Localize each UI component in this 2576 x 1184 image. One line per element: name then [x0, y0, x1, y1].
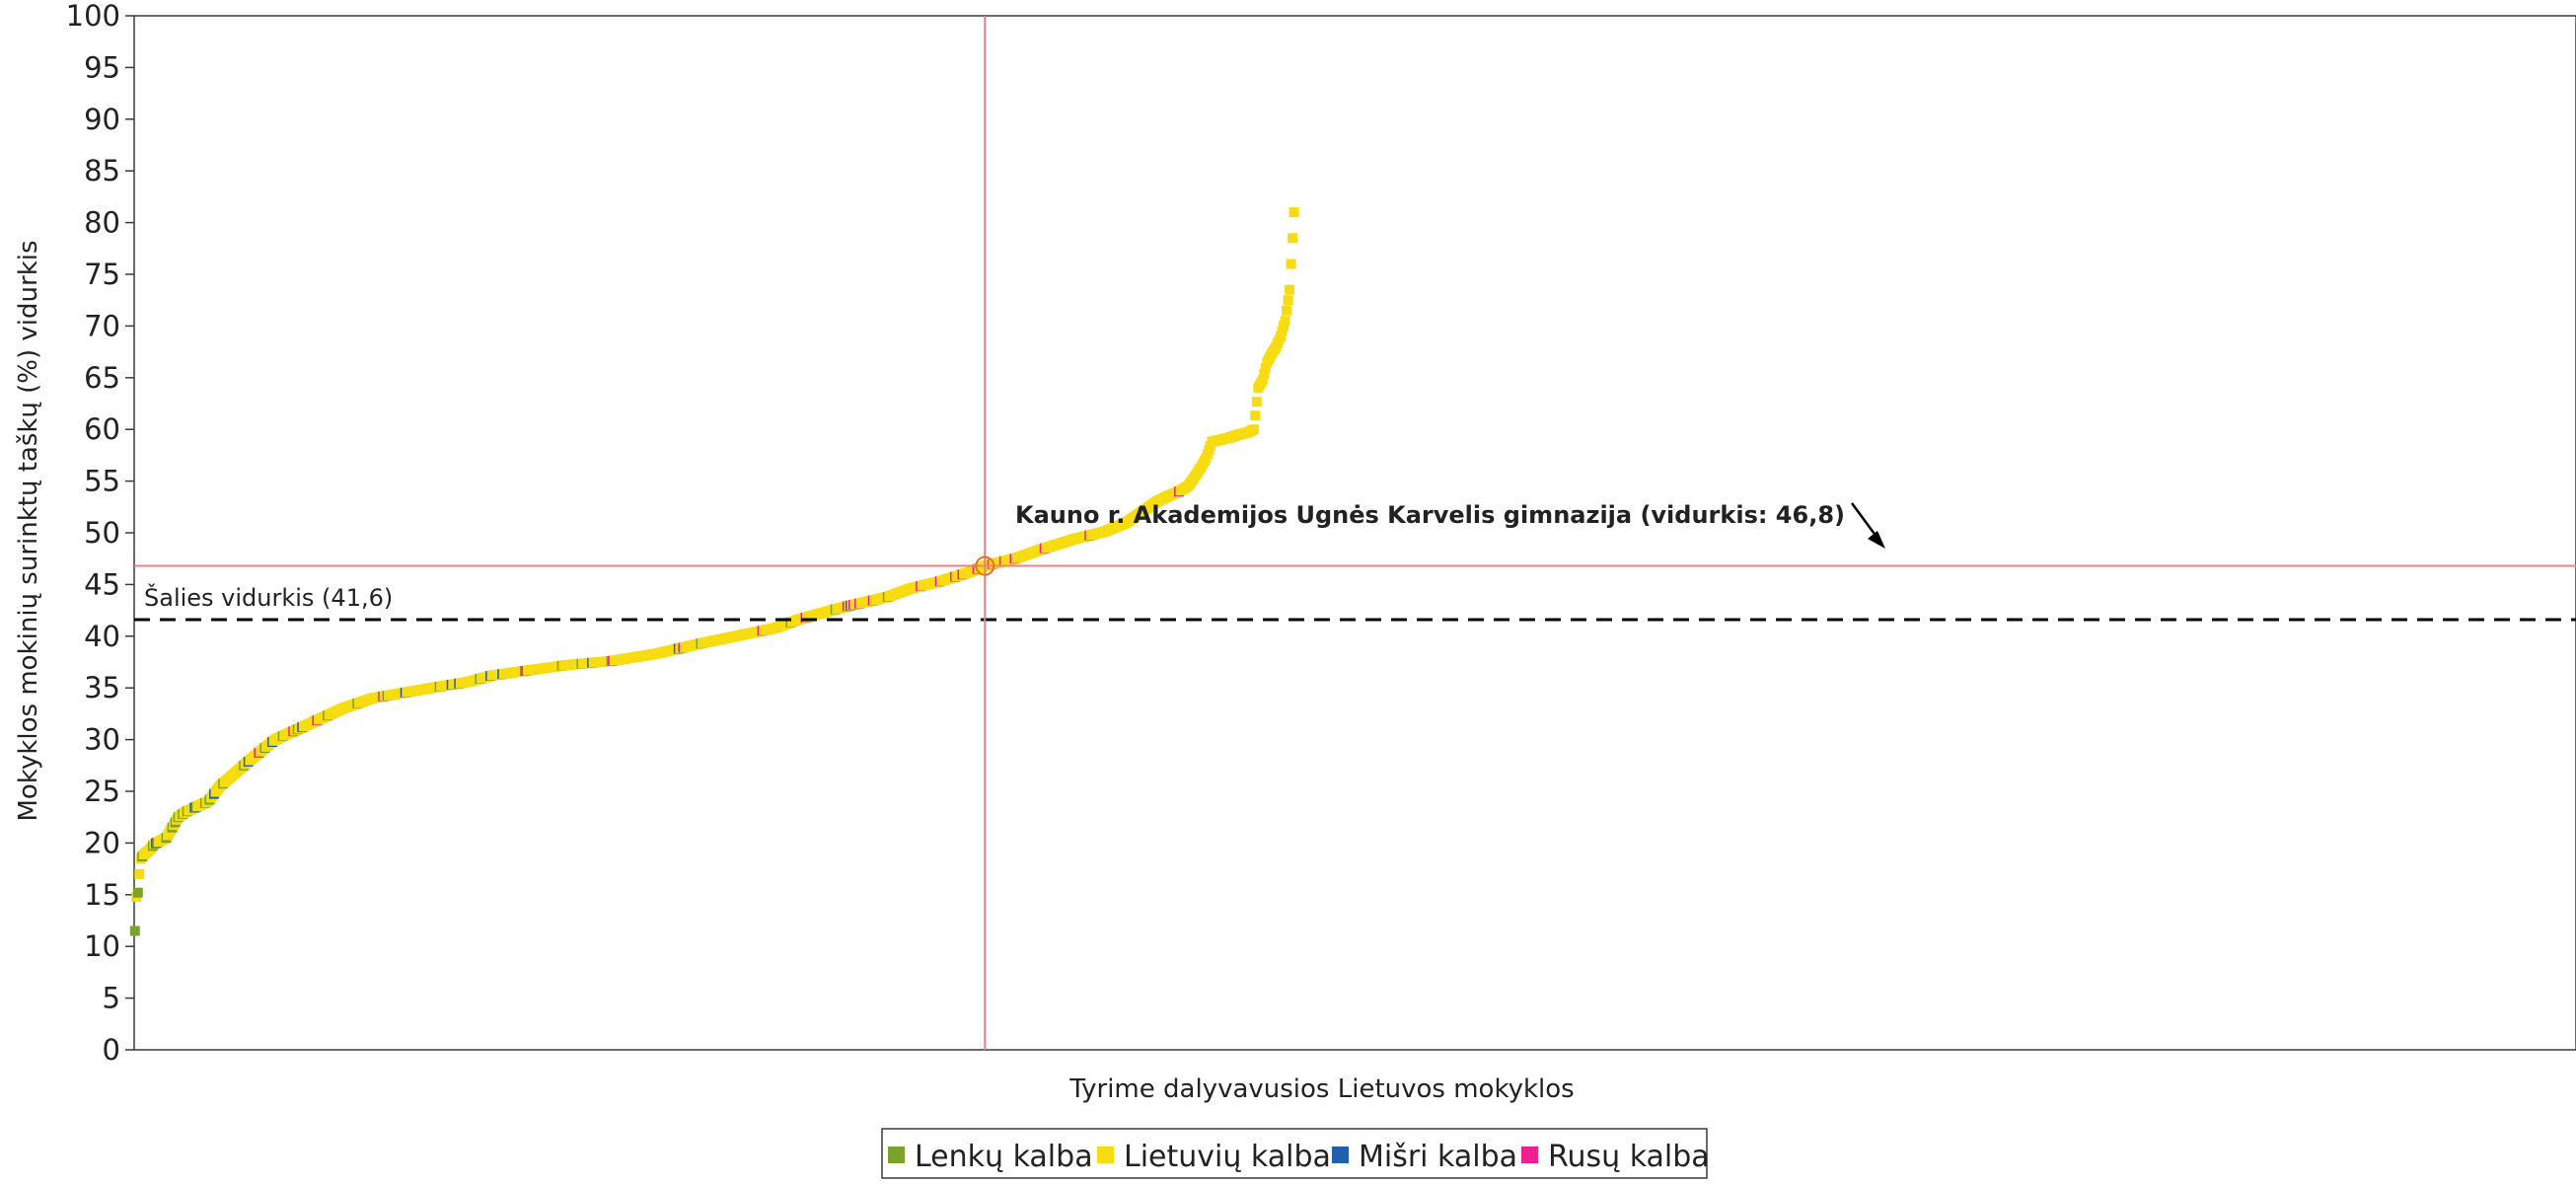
data-point	[1282, 305, 1292, 316]
school-marker	[975, 555, 995, 576]
y-tick-label: 65	[84, 361, 120, 395]
y-tick-label: 0	[103, 1033, 120, 1067]
y-axis-title: Mokyklos mokinių surinktų taškų (%) vidu…	[14, 240, 43, 821]
data-point	[1280, 316, 1290, 327]
data-point	[1288, 233, 1298, 244]
pointer-arrowhead	[1868, 531, 1885, 549]
data-point	[1286, 259, 1296, 269]
legend-swatch	[1097, 1147, 1114, 1163]
y-tick-label: 10	[84, 929, 120, 963]
legend-label: Lietuvių kalba	[1124, 1140, 1331, 1174]
legend-label: Mišri kalba	[1359, 1140, 1517, 1174]
y-tick-label: 75	[84, 258, 120, 291]
y-tick-label: 85	[84, 154, 120, 187]
y-tick-label: 95	[84, 50, 120, 84]
y-tick-label: 50	[84, 516, 120, 550]
plot-frame	[133, 15, 2576, 1051]
x-axis-title: Tyrime dalyvavusios Lietuvos mokyklos	[1068, 1074, 1574, 1104]
data-point	[1250, 410, 1261, 421]
y-tick-label: 30	[84, 723, 120, 757]
legend: Lenkų kalba Lietuvių kalba Mišri kalba Rusų…	[881, 1128, 1710, 1179]
legend-swatch	[888, 1147, 905, 1163]
data-point	[1260, 363, 1271, 374]
data-point	[1257, 374, 1268, 385]
y-tick-label: 70	[84, 309, 120, 342]
legend-swatch	[1521, 1147, 1538, 1163]
data-point	[1248, 424, 1259, 435]
y-tick-label: 55	[84, 465, 120, 498]
y-tick-label: 25	[84, 775, 120, 808]
axes: 0 5 10 15 20 25 30 35 40 45 50 55 60 65 70 75 80 85 90 95 10…	[66, 0, 2576, 1067]
data-point	[1279, 321, 1289, 332]
y-tick-label: 90	[84, 103, 120, 136]
data-point	[1283, 295, 1293, 306]
national-average-label: Šalies vidurkis (41,6)	[144, 582, 393, 612]
y-tick-label: 80	[84, 206, 120, 240]
data-point	[134, 868, 145, 879]
data-point	[132, 887, 143, 898]
legend-label: Rusų kalba	[1548, 1140, 1710, 1174]
data-point	[1259, 368, 1270, 379]
data-point	[1276, 331, 1287, 341]
y-tick-label: 40	[84, 620, 120, 653]
legend-box	[881, 1128, 1708, 1179]
y-tick-label: 20	[84, 826, 120, 859]
y-tick-label: 15	[84, 878, 120, 912]
y-tick-label: 35	[84, 671, 120, 704]
data-point	[1277, 326, 1288, 336]
y-tick-label: 45	[84, 567, 120, 601]
data-point	[129, 925, 140, 936]
data-points	[129, 207, 1299, 936]
y-tick-label: 100	[66, 0, 120, 33]
data-point	[1285, 284, 1295, 295]
data-point	[1251, 397, 1262, 407]
y-tick-label: 5	[103, 982, 120, 1015]
highlighted-school-label: Kauno r. Akademijos Ugnės Karvelis gimna…	[1015, 501, 1845, 529]
legend-label: Lenkų kalba	[915, 1140, 1093, 1174]
data-point	[1288, 207, 1299, 218]
legend-swatch	[1332, 1147, 1349, 1163]
y-tick-label: 60	[84, 412, 120, 446]
reference-lines	[134, 16, 2576, 1050]
